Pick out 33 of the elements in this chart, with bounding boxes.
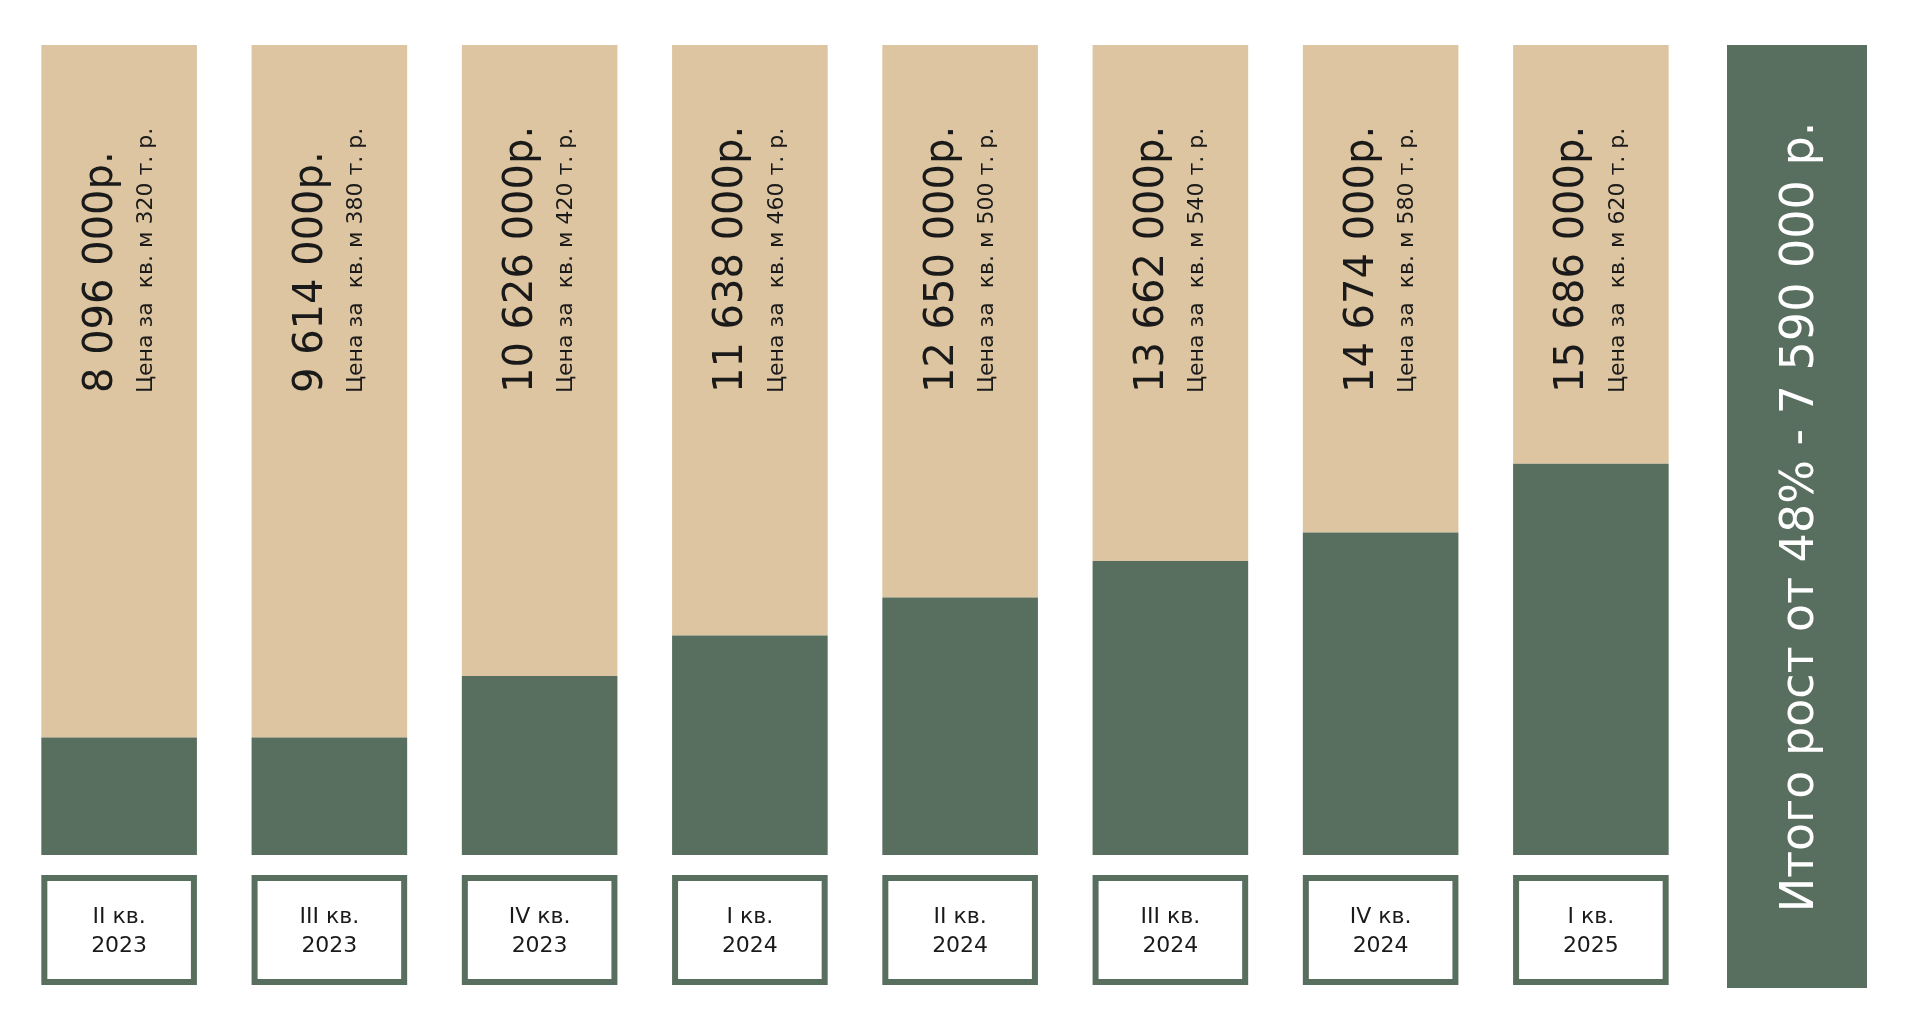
bar bbox=[1092, 560, 1249, 855]
bar bbox=[1302, 45, 1459, 533]
x-tick-label: II кв. 2023 bbox=[91, 903, 148, 957]
x-tick-label: IV кв. 2024 bbox=[1349, 903, 1412, 957]
bar bbox=[672, 45, 828, 636]
annotation: 12 650 000р. Цена за кв. м 500 т. р. bbox=[915, 125, 998, 393]
bar bbox=[251, 737, 408, 855]
bar bbox=[41, 45, 197, 738]
annotation: 13 662 000р. Цена за кв. м 540 т. р. bbox=[1125, 125, 1209, 393]
annotation: 15 686 000р. Цена за кв. м 620 т. р. bbox=[1546, 125, 1629, 393]
bar bbox=[1513, 45, 1669, 464]
bar bbox=[41, 737, 197, 855]
annotation: 11 638 000р. Цена за кв. м 460 т. р. bbox=[705, 125, 788, 393]
x-tick-label: I кв. 2024 bbox=[721, 903, 778, 957]
x-tick-label: III кв. 2024 bbox=[1140, 903, 1201, 957]
x-tick-label: I кв. 2025 bbox=[1562, 903, 1619, 957]
x-tick-label: III кв. 2023 bbox=[299, 903, 360, 957]
bar bbox=[461, 45, 618, 676]
annotation: 10 626 000р. Цена за кв. м 420 т. р. bbox=[495, 125, 578, 393]
bar bbox=[882, 597, 1038, 855]
annotation: 9 614 000р. Цена за кв. м 380 т. р. bbox=[284, 127, 368, 393]
bar bbox=[882, 45, 1038, 598]
annotation: 14 674 000р. Цена за кв. м 580 т. р. bbox=[1336, 125, 1419, 393]
x-tick-label: IV кв. 2023 bbox=[508, 903, 571, 957]
bar bbox=[1302, 532, 1459, 855]
bar bbox=[1092, 45, 1249, 561]
annotation: 8 096 000р. Цена за кв. м 320 т. р. bbox=[74, 127, 157, 393]
text: Итого рост от 48% - 7 590 000 р. bbox=[1770, 121, 1824, 912]
x-tick-label: II кв. 2024 bbox=[932, 903, 989, 957]
bar bbox=[461, 675, 618, 855]
bar bbox=[672, 635, 828, 855]
bar bbox=[251, 45, 408, 738]
bar bbox=[1513, 463, 1669, 855]
